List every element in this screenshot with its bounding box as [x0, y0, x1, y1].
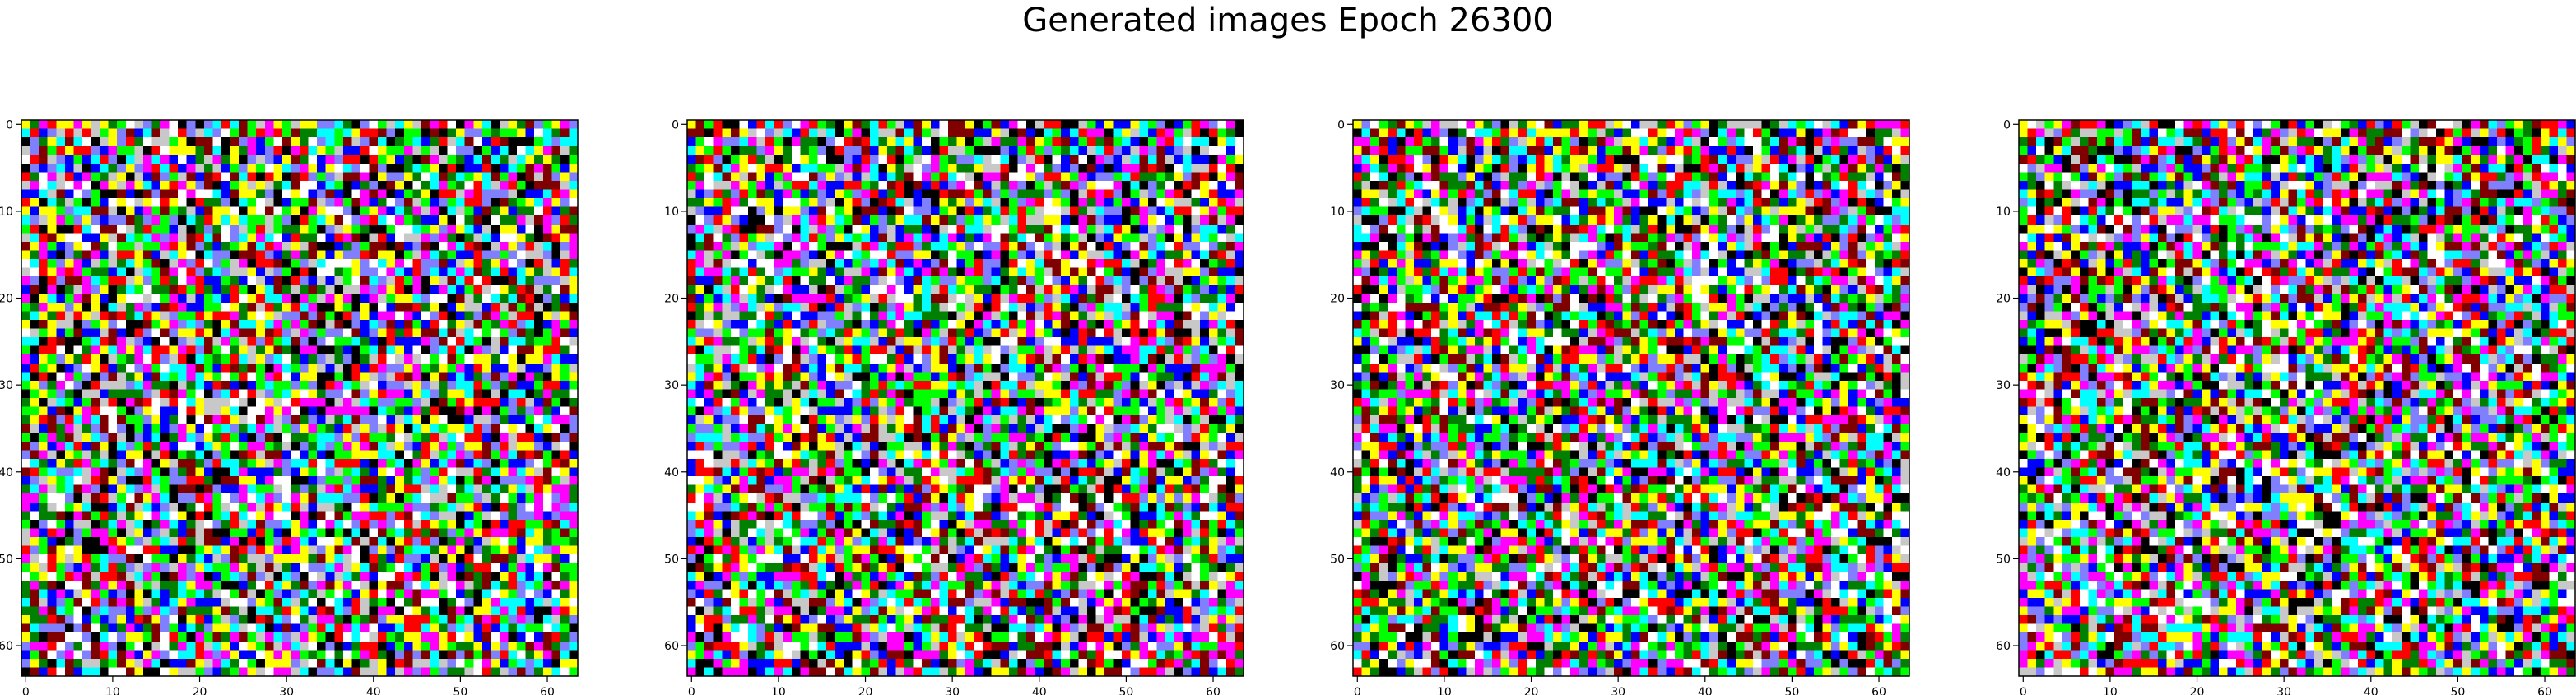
subplot-4: 0 10 20 30 40 50 60 0 10 20 30 40 50 60	[1996, 118, 2576, 695]
x-tick-label: 0	[1354, 686, 1361, 695]
y-tick-label: 30	[0, 379, 13, 392]
x-tick-label: 10	[771, 686, 786, 695]
x-tick-label: 30	[2276, 686, 2291, 695]
x-tick-label: 0	[688, 686, 695, 695]
y-tick-label: 50	[1330, 553, 1345, 566]
y-tick-label: 60	[0, 640, 13, 653]
x-tick-label: 0	[22, 686, 30, 695]
subplot-2: 0 10 20 30 40 50 60 0 10 20 30 40 50 60	[664, 118, 1244, 695]
figure-title: Generated images Epoch 26300	[1022, 2, 1554, 39]
x-tick-label: 10	[105, 686, 120, 695]
y-tick-label: 40	[1996, 466, 2011, 480]
subplot-3: 0 10 20 30 40 50 60 0 10 20 30 40 50 60	[1330, 118, 1910, 695]
x-tick-label: 50	[453, 686, 467, 695]
x-tick-label: 40	[2364, 686, 2378, 695]
x-tick-label: 50	[2450, 686, 2465, 695]
x-tick-label: 60	[1872, 686, 1886, 695]
y-tick-label: 30	[664, 379, 679, 392]
y-tick-label: 30	[1330, 379, 1345, 392]
generated-image	[21, 120, 578, 676]
x-tick-label: 40	[1032, 686, 1047, 695]
y-tick-label: 20	[1330, 293, 1345, 306]
x-tick-label: 30	[945, 686, 960, 695]
axes-frame	[21, 119, 579, 677]
x-tick-label: 20	[858, 686, 873, 695]
x-tick-label: 50	[1784, 686, 1799, 695]
x-tick-label: 10	[2103, 686, 2118, 695]
x-tick-label: 50	[1118, 686, 1133, 695]
y-tick-label: 20	[664, 293, 679, 306]
x-tick-label: 40	[366, 686, 381, 695]
axes-frame	[2018, 119, 2576, 677]
x-tick-label: 30	[279, 686, 294, 695]
generated-image	[2019, 120, 2575, 676]
generated-image	[687, 120, 1244, 676]
x-tick-label: 20	[193, 686, 207, 695]
y-tick-label: 50	[664, 553, 679, 566]
y-tick-label: 40	[664, 466, 679, 480]
y-tick-label: 10	[1330, 206, 1345, 219]
y-tick-label: 60	[664, 640, 679, 653]
x-tick-label: 20	[2190, 686, 2205, 695]
y-tick-label: 50	[1996, 553, 2011, 566]
x-tick-label: 60	[1206, 686, 1221, 695]
y-tick-label: 30	[1996, 379, 2011, 392]
axes-frame	[686, 119, 1244, 677]
y-tick-label: 0	[2003, 118, 2011, 132]
axes-frame	[1352, 119, 1910, 677]
y-tick-label: 0	[1337, 118, 1345, 132]
y-tick-label: 60	[1330, 640, 1345, 653]
x-tick-label: 0	[2020, 686, 2027, 695]
y-tick-label: 10	[664, 206, 679, 219]
x-tick-label: 20	[1524, 686, 1539, 695]
subplot-1: 0 10 20 30 40 50 60 0 10 20 30 40 50 60	[0, 118, 579, 695]
y-tick-label: 20	[1996, 293, 2011, 306]
x-tick-label: 60	[2537, 686, 2552, 695]
x-tick-label: 40	[1698, 686, 1713, 695]
y-tick-label: 10	[1996, 206, 2011, 219]
y-tick-label: 50	[0, 553, 13, 566]
y-tick-label: 60	[1996, 640, 2011, 653]
x-tick-label: 60	[540, 686, 555, 695]
y-tick-label: 10	[0, 206, 13, 219]
y-tick-label: 40	[1330, 466, 1345, 480]
generated-image	[1353, 120, 1909, 676]
x-tick-label: 30	[1611, 686, 1625, 695]
y-tick-label: 0	[6, 118, 13, 132]
y-tick-label: 0	[672, 118, 679, 132]
x-tick-label: 10	[1437, 686, 1452, 695]
y-tick-label: 20	[0, 293, 13, 306]
y-tick-label: 40	[0, 466, 13, 480]
